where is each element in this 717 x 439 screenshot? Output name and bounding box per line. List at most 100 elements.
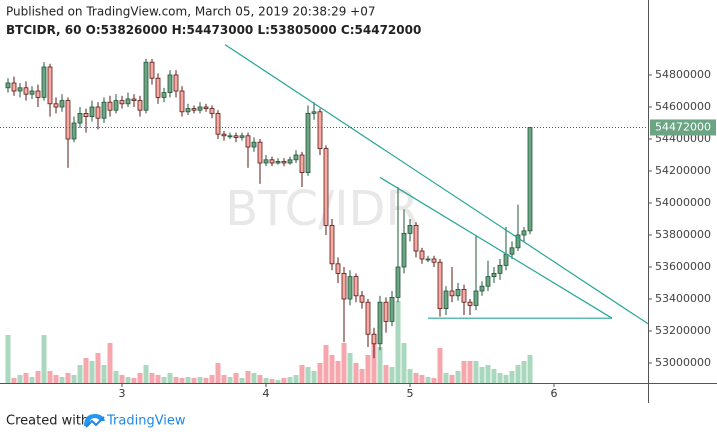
candle-body — [479, 285, 485, 292]
volume-bar — [281, 378, 287, 383]
volume-bar — [521, 361, 527, 383]
candle-body — [59, 100, 65, 108]
candle-body — [521, 230, 527, 236]
footer-text: Created with — [6, 414, 89, 429]
candle-body — [83, 113, 89, 118]
volume-bar — [515, 365, 521, 383]
candle-body — [167, 74, 173, 94]
candle-body — [35, 90, 41, 98]
y-tick-label: 53200000 — [655, 324, 711, 337]
candle-body — [215, 113, 221, 135]
volume-bar — [401, 343, 407, 383]
candle-body — [491, 272, 497, 277]
candle-body — [287, 159, 293, 164]
y-tick-label: 53000000 — [655, 356, 711, 369]
volume-bar — [179, 378, 185, 383]
candle-body — [389, 296, 395, 322]
volume-bar — [425, 377, 431, 383]
volume-bar — [5, 335, 11, 383]
candle-body — [11, 82, 17, 92]
volume-bar — [17, 375, 23, 383]
volume-bar — [59, 377, 65, 383]
candle-body — [251, 141, 257, 148]
candle-body — [257, 141, 263, 164]
volume-bar — [305, 367, 311, 383]
volume-bar — [71, 375, 77, 383]
volume-bar — [203, 378, 209, 383]
ohlc-value: 53826000 — [101, 23, 168, 37]
candle-body — [113, 100, 119, 111]
volume-bar — [413, 373, 419, 383]
candle-body — [233, 135, 239, 138]
y-tick-label: 54000000 — [655, 196, 711, 209]
volume-bar — [47, 371, 53, 383]
volume-bar — [65, 373, 71, 383]
volume-bar — [167, 373, 173, 383]
volume-bar — [317, 363, 323, 383]
volume-bar — [485, 365, 491, 383]
volume-bar — [527, 355, 533, 383]
volume-bar — [329, 355, 335, 383]
candle-body — [221, 133, 227, 137]
y-tick-label: 53600000 — [655, 260, 711, 273]
volume-bar — [29, 377, 35, 383]
volume-layer — [5, 301, 533, 383]
candle-body — [275, 160, 281, 164]
volume-bar — [473, 361, 479, 383]
candle-body — [101, 101, 107, 119]
candle-body — [71, 122, 77, 140]
candle-body — [119, 100, 125, 105]
volume-bar — [23, 373, 29, 383]
candle-body — [203, 106, 209, 110]
x-tick-label: 6 — [550, 387, 557, 400]
volume-bar — [479, 367, 485, 383]
candle-body — [317, 111, 323, 150]
volume-bar — [269, 379, 275, 383]
y-tick-label: 54600000 — [655, 100, 711, 113]
volume-bar — [35, 371, 41, 383]
ohlc-header: BTCIDR, 60 O:53826000 H:54473000 L:53805… — [6, 23, 421, 37]
volume-bar — [371, 341, 377, 383]
volume-bar — [233, 373, 239, 383]
volume-bar — [395, 301, 401, 383]
volume-bar — [431, 378, 437, 383]
candle-body — [5, 82, 11, 89]
candle-body — [281, 160, 287, 164]
volume-bar — [77, 365, 83, 383]
footer-brand[interactable]: TradingView — [106, 414, 186, 429]
candle-body — [107, 101, 113, 111]
volume-bar — [383, 365, 389, 383]
volume-bar — [89, 361, 95, 383]
candle-body — [509, 247, 515, 255]
candle-body — [341, 272, 347, 300]
candle-body — [359, 295, 365, 303]
volume-bar — [341, 343, 347, 383]
volume-bar — [311, 371, 317, 383]
candle-body — [353, 276, 359, 297]
last-price-box — [650, 119, 716, 136]
volume-bar — [131, 378, 137, 383]
candle-body — [485, 276, 491, 287]
volume-bar — [389, 367, 395, 383]
volume-bar — [113, 371, 119, 383]
candle-body — [131, 98, 137, 102]
candle-body — [395, 266, 401, 298]
volume-bar — [275, 380, 281, 383]
volume-bar — [221, 375, 227, 383]
candle-body — [197, 106, 203, 111]
candle-body — [323, 148, 329, 226]
candle-body — [245, 135, 251, 148]
volume-bar — [461, 361, 467, 383]
candle-body — [413, 224, 419, 252]
volume-bar — [53, 375, 59, 383]
volume-bar — [503, 375, 509, 383]
volume-bar — [101, 365, 107, 383]
candle-body — [191, 108, 197, 111]
volume-bar — [137, 373, 143, 383]
volume-bar — [467, 361, 473, 383]
volume-bar — [95, 353, 101, 383]
candle-body — [443, 290, 449, 310]
candle-body — [497, 264, 503, 274]
ohlc-label: H: — [172, 23, 187, 37]
